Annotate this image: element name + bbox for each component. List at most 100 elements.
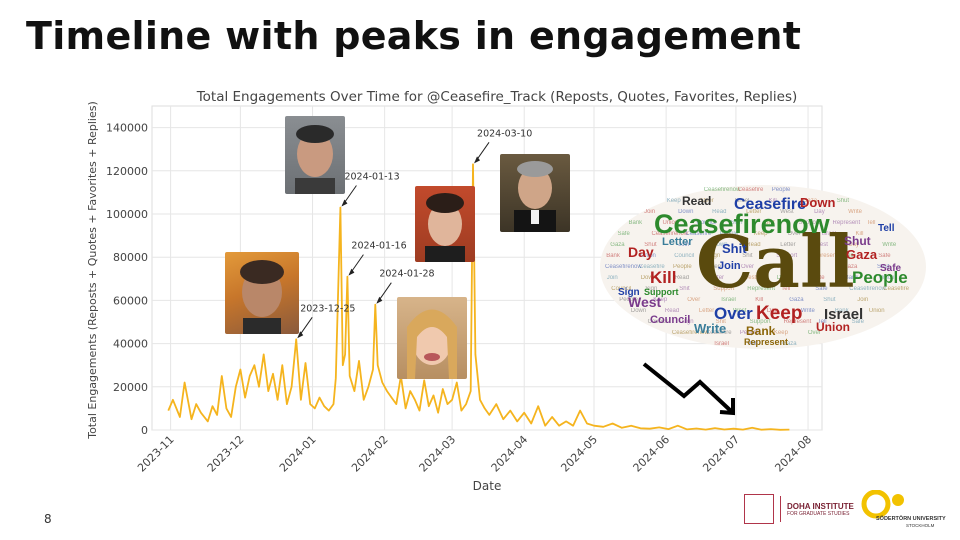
word-cloud-small-word: West <box>814 242 828 248</box>
word-cloud-small-word: Join <box>607 275 618 281</box>
word-cloud-word: Shut <box>844 234 871 248</box>
word-cloud-small-word: People <box>619 297 638 303</box>
word-cloud-small-word: Write <box>801 308 816 314</box>
word-cloud-small-word: Ceasefirenow <box>704 187 741 193</box>
word-cloud-small-word: Israel <box>714 341 729 347</box>
word-cloud-word: West <box>628 294 662 310</box>
word-cloud-small-word: Day <box>777 275 788 281</box>
word-cloud-small-word: Day <box>767 308 778 314</box>
y-tick-label: 100000 <box>106 208 148 221</box>
word-cloud-small-word: Ceasefirenow <box>849 286 886 292</box>
word-cloud-small-word: Shit <box>716 319 727 325</box>
x-tick-label: 2023-11 <box>135 433 177 475</box>
word-cloud-word: Safe <box>880 263 902 274</box>
word-cloud-small-word: Ceasefire <box>883 286 909 292</box>
word-cloud-small-word: Over <box>741 264 754 270</box>
word-cloud-small-word: Letter <box>709 275 724 281</box>
word-cloud-word: Letter <box>662 236 693 248</box>
word-cloud-word: Council <box>650 314 690 326</box>
word-cloud-word: Support <box>644 287 679 297</box>
portrait-photo-2 <box>285 116 345 194</box>
word-cloud-small-word: Day <box>848 242 859 248</box>
word-cloud-main-word: Call <box>696 219 855 304</box>
word-cloud-small-word: Write <box>848 209 863 215</box>
word-cloud-small-word: Write <box>811 275 826 281</box>
word-cloud-word: Read <box>682 194 711 208</box>
word-cloud-small-word: Bank <box>629 220 644 226</box>
word-cloud-small-word: Shut <box>823 297 836 303</box>
word-cloud-small-word: Ceasefire <box>639 264 665 270</box>
word-cloud-small-word: Kill <box>809 264 817 270</box>
word-cloud-small-word: Gaza <box>782 341 797 347</box>
word-cloud-small-word: Shut <box>877 264 890 270</box>
word-cloud-small-word: Kill <box>755 297 763 303</box>
word-cloud-small-word: Council <box>697 220 717 226</box>
doha-logo-mark <box>744 494 774 524</box>
word-cloud-small-word: Ceasefire <box>706 330 732 336</box>
word-cloud-small-word: Ceasefirenow <box>672 330 709 336</box>
word-cloud-small-word: Day <box>814 209 825 215</box>
x-tick-label: 2024-02 <box>349 433 391 475</box>
word-cloud-word: Day <box>628 244 654 260</box>
word-cloud-small-word: Gaza <box>789 297 804 303</box>
word-cloud-small-word: Tell <box>844 253 853 259</box>
word-cloud-word: Over <box>714 304 753 323</box>
word-cloud-small-word: Letter <box>780 242 795 248</box>
y-axis-label: Total Engagements (Reposts + Quotes + Fa… <box>86 101 99 440</box>
peak-label: 2024-03-10 <box>477 128 532 139</box>
word-cloud-word: Kill <box>650 268 676 287</box>
word-cloud-small-word: Keep <box>653 297 668 303</box>
word-cloud-small-word: Down <box>641 275 656 281</box>
word-cloud-small-word: West <box>780 209 794 215</box>
word-cloud-small-word: People <box>772 187 791 193</box>
word-cloud-small-word: Keep <box>707 264 722 270</box>
y-tick-label: 120000 <box>106 165 148 178</box>
y-tick-label: 40000 <box>113 338 148 351</box>
sodertorn-university-logo: SÖDERTÖRN UNIVERSITY STOCKHOLM <box>860 489 946 528</box>
word-cloud-small-word: Gaza <box>843 264 858 270</box>
word-cloud-small-word: Safe <box>815 286 828 292</box>
x-tick-label: 2023-12 <box>205 433 247 475</box>
chart-title: Total Engagements Over Time for @Ceasefi… <box>196 89 798 105</box>
word-cloud-word: Union <box>816 320 850 334</box>
word-cloud-small-word: Safe <box>852 319 865 325</box>
word-cloud-small-word: Sign <box>731 220 743 226</box>
word-cloud-small-word: Union <box>879 275 895 281</box>
word-cloud-small-word: Represent <box>833 220 861 226</box>
word-cloud-small-word: Support <box>713 286 734 292</box>
word-cloud-small-word: Read <box>665 308 679 314</box>
sodertorn-logo-subtext: STOCKHOLM <box>906 523 935 528</box>
peak-label: 2024-01-28 <box>379 269 434 280</box>
word-cloud-small-word: Bank <box>606 253 621 259</box>
word-cloud-word: Bank <box>746 324 776 338</box>
x-tick-label: 2024-06 <box>631 433 673 475</box>
word-cloud-small-word: Union <box>640 253 656 259</box>
word-cloud-small-word: Council <box>648 319 668 325</box>
word-cloud-small-word: Keep <box>754 231 769 237</box>
word-cloud-word: Sign <box>618 287 640 298</box>
word-cloud-small-word: Sign <box>645 286 657 292</box>
x-tick-label: 2024-07 <box>700 433 742 475</box>
word-cloud-small-word: Represent <box>784 319 812 325</box>
doha-logo-text: DOHA INSTITUTE <box>787 501 854 511</box>
word-cloud-small-word: Write <box>882 242 897 248</box>
word-cloud-small-word: Safe <box>878 253 891 259</box>
peak-label: 2024-01-16 <box>351 241 406 252</box>
word-cloud-small-word: Down <box>678 209 693 215</box>
word-cloud-small-word: People <box>673 264 692 270</box>
word-cloud-small-word: Israel <box>822 231 837 237</box>
word-cloud-small-word: West <box>743 275 757 281</box>
word-cloud-small-word: Ceasefire <box>738 187 764 193</box>
y-tick-label: 60000 <box>113 294 148 307</box>
page-number: 8 <box>44 512 52 526</box>
peak-label: 2023-12-25 <box>300 303 355 314</box>
word-cloud-small-word: Kill <box>769 198 777 204</box>
word-cloud-small-word: Shut <box>644 242 657 248</box>
word-cloud-small-word: West <box>733 308 747 314</box>
word-cloud-small-word: Read <box>746 242 760 248</box>
peak-label: 2024-01-13 <box>344 172 399 183</box>
word-cloud-small-word: Shit <box>742 253 753 259</box>
peak-arrowhead <box>474 156 481 164</box>
portrait-photo-3 <box>415 186 475 262</box>
